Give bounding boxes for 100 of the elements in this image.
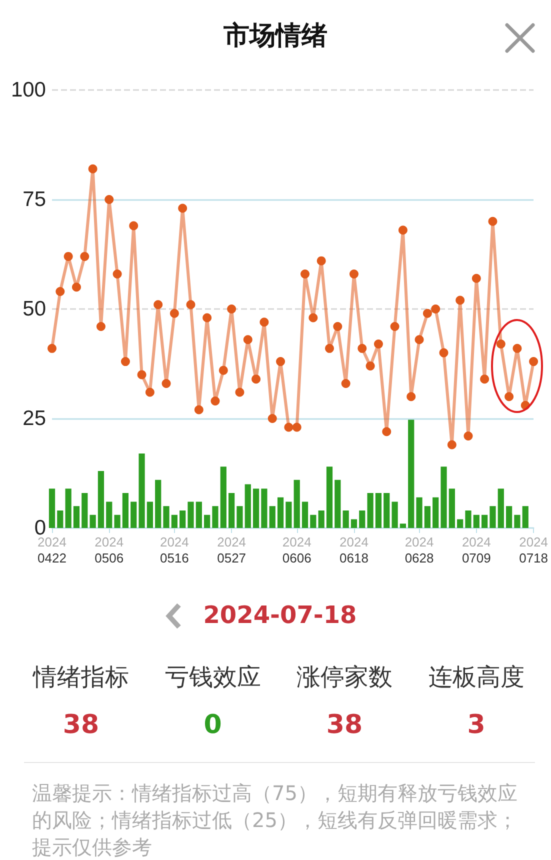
point <box>316 256 326 266</box>
bar <box>122 492 129 528</box>
bar <box>236 506 243 528</box>
x-tick-label: 2024 0718 <box>519 534 548 566</box>
point <box>325 344 334 353</box>
bar <box>188 502 194 528</box>
point <box>112 269 122 278</box>
point <box>284 422 294 432</box>
bar <box>522 506 528 528</box>
point <box>456 296 465 305</box>
point <box>72 282 81 292</box>
point <box>178 204 188 213</box>
bar <box>392 502 398 528</box>
bar <box>286 502 292 528</box>
point <box>431 304 440 314</box>
point <box>374 340 383 349</box>
point <box>422 308 432 318</box>
point <box>496 340 506 349</box>
point <box>268 414 277 423</box>
bar <box>114 514 120 528</box>
point <box>243 335 252 344</box>
bar <box>490 506 496 528</box>
point <box>488 216 498 226</box>
point <box>88 164 98 174</box>
category-label: 亏钱效应 <box>164 662 262 693</box>
point <box>406 392 416 402</box>
x-tick-label: 2024 0606 <box>282 534 312 566</box>
bar <box>146 502 153 528</box>
bar <box>163 506 170 528</box>
bar <box>130 502 137 528</box>
bar <box>375 492 382 528</box>
data-label: 38 <box>325 709 364 742</box>
point <box>137 370 146 380</box>
point <box>162 378 171 388</box>
data-label: 3 <box>466 709 486 742</box>
bar <box>334 480 341 528</box>
point <box>56 286 65 296</box>
point <box>292 422 302 432</box>
bar <box>204 514 210 528</box>
bar <box>424 506 430 528</box>
category-label: 涨停家数 <box>296 662 394 693</box>
point <box>366 361 375 370</box>
bar <box>302 502 308 528</box>
x-tick-label: 2024 0422 <box>38 534 66 566</box>
point <box>252 374 261 384</box>
bar <box>367 492 374 528</box>
text: 2024-07-18 <box>202 600 358 631</box>
point <box>504 392 514 402</box>
point <box>300 269 310 278</box>
point <box>202 313 212 322</box>
bar <box>506 506 512 528</box>
point <box>390 322 400 332</box>
bar <box>318 510 324 528</box>
point <box>48 344 56 353</box>
point <box>186 300 196 310</box>
point <box>120 357 130 366</box>
point <box>382 427 392 436</box>
point <box>333 322 342 332</box>
point <box>529 357 538 366</box>
bar <box>196 502 202 528</box>
point <box>349 269 358 278</box>
chart-title: 市场情绪 <box>222 21 328 51</box>
bar <box>310 514 316 528</box>
point <box>512 344 522 353</box>
point <box>145 388 154 397</box>
bar <box>465 510 472 528</box>
x-tick-label: 2024 0527 <box>217 534 246 566</box>
point <box>104 195 114 204</box>
point <box>439 348 448 358</box>
bar <box>48 488 56 528</box>
point <box>235 388 244 397</box>
point <box>480 374 490 384</box>
point <box>170 308 179 318</box>
y-tick-label: 25 <box>22 407 46 430</box>
bar <box>138 454 145 528</box>
bar <box>408 418 414 528</box>
bar <box>294 480 300 528</box>
bar <box>457 519 464 528</box>
point <box>210 396 220 406</box>
bar <box>350 519 358 528</box>
bar <box>482 514 488 528</box>
bar <box>440 466 447 528</box>
point <box>398 226 408 235</box>
bar <box>228 492 235 528</box>
bar <box>432 497 439 528</box>
x-tick-label: 2024 0516 <box>160 534 189 566</box>
point <box>194 405 204 414</box>
x-tick-label: 2024 0628 <box>404 534 434 566</box>
point <box>472 274 481 283</box>
data-label: 38 <box>62 709 100 742</box>
bar <box>90 514 96 528</box>
bar <box>106 502 112 528</box>
bar <box>98 471 104 528</box>
point <box>154 300 163 310</box>
bar <box>244 484 251 528</box>
bar <box>180 510 186 528</box>
bar <box>384 492 390 528</box>
bar <box>400 524 406 528</box>
point <box>308 313 318 322</box>
point <box>227 304 236 314</box>
